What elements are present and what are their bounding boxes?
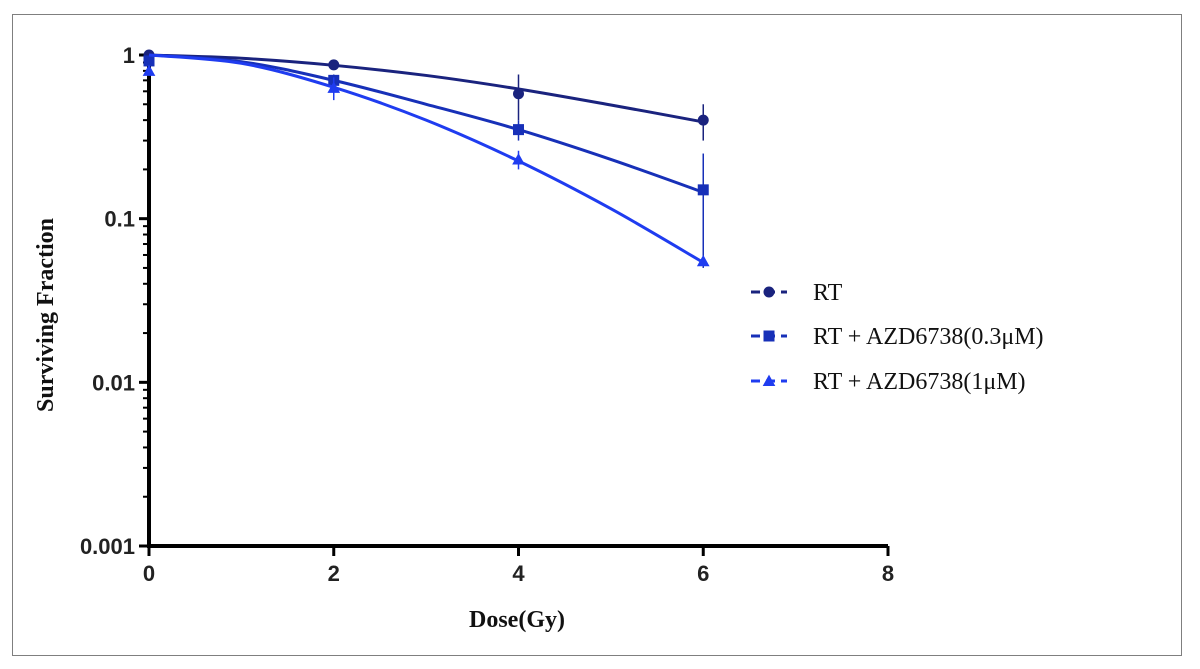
data-point (697, 184, 709, 196)
legend-item-1: RT (751, 280, 843, 306)
chart-frame: 1 0.1 0.01 0.001 0 2 4 6 8 Dose(Gy) Surviving Fr… (12, 14, 1182, 656)
legend-item-3: RT + AZD6738(1μM) (751, 369, 1026, 395)
x-tick-label: 4 (512, 561, 525, 586)
legend-swatch-marker (763, 286, 775, 298)
x-tick-label: 6 (697, 561, 709, 586)
x-tick-label: 0 (143, 561, 155, 586)
chart: 1 0.1 0.01 0.001 0 2 4 6 8 Dose(Gy) Surviving Fr… (33, 43, 1044, 633)
fit-curve (148, 53, 704, 124)
legend-label: RT (813, 280, 843, 306)
fit-curve (148, 53, 705, 264)
data-point (143, 55, 155, 67)
legend: RT RT + AZD6738(0.3μM) RT + AZD6738(1μM) (751, 280, 1044, 395)
data-point (696, 254, 710, 267)
x-tick-label: 2 (328, 561, 340, 586)
legend-label: RT + AZD6738(0.3μM) (813, 324, 1044, 350)
series-2 (143, 53, 709, 268)
legend-item-2: RT + AZD6738(0.3μM) (751, 324, 1044, 350)
x-axis-title: Dose(Gy) (469, 607, 565, 633)
legend-swatch-marker (763, 330, 775, 342)
legend-label: RT + AZD6738(1μM) (813, 369, 1026, 395)
y-axis-title: Surviving Fraction (33, 218, 59, 412)
data-point (327, 81, 341, 93)
y-tick-label: 0.1 (104, 207, 135, 232)
data-point (513, 88, 524, 100)
x-tick-label: 8 (882, 561, 894, 586)
series-1 (143, 49, 709, 141)
data-point (142, 64, 156, 76)
y-tick-label: 1 (123, 43, 135, 68)
legend-swatch-marker (762, 374, 776, 387)
axes: 1 0.1 0.01 0.001 0 2 4 6 8 (80, 43, 894, 586)
plot-area (142, 49, 710, 268)
y-tick-label: 0.01 (92, 370, 135, 395)
series-3 (142, 53, 710, 267)
data-point (513, 124, 524, 136)
data-point (512, 153, 525, 165)
fit-curve (148, 53, 704, 194)
data-point (697, 114, 709, 126)
y-tick-label: 0.001 (80, 534, 135, 559)
data-point (328, 59, 340, 71)
